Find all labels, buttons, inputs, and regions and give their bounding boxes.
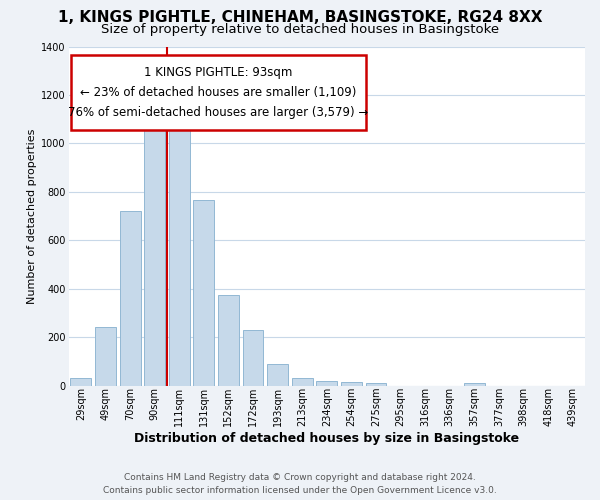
Bar: [365, 383, 386, 386]
Bar: [341, 382, 362, 386]
Bar: [169, 114, 190, 386]
Text: Size of property relative to detached houses in Basingstoke: Size of property relative to detached ho…: [101, 22, 499, 36]
Text: Contains HM Land Registry data © Crown copyright and database right 2024.
Contai: Contains HM Land Registry data © Crown c…: [103, 474, 497, 495]
Bar: [464, 383, 485, 386]
Y-axis label: Number of detached properties: Number of detached properties: [27, 128, 37, 304]
Bar: [144, 116, 165, 386]
FancyBboxPatch shape: [71, 55, 365, 130]
Bar: [267, 364, 288, 386]
Bar: [242, 330, 263, 386]
Bar: [316, 380, 337, 386]
Bar: [292, 378, 313, 386]
Bar: [119, 211, 140, 386]
Text: 1, KINGS PIGHTLE, CHINEHAM, BASINGSTOKE, RG24 8XX: 1, KINGS PIGHTLE, CHINEHAM, BASINGSTOKE,…: [58, 10, 542, 25]
Bar: [70, 378, 91, 386]
X-axis label: Distribution of detached houses by size in Basingstoke: Distribution of detached houses by size …: [134, 432, 520, 445]
Bar: [95, 328, 116, 386]
Bar: [193, 200, 214, 386]
Text: 1 KINGS PIGHTLE: 93sqm
← 23% of detached houses are smaller (1,109)
76% of semi-: 1 KINGS PIGHTLE: 93sqm ← 23% of detached…: [68, 66, 368, 119]
Bar: [218, 294, 239, 386]
